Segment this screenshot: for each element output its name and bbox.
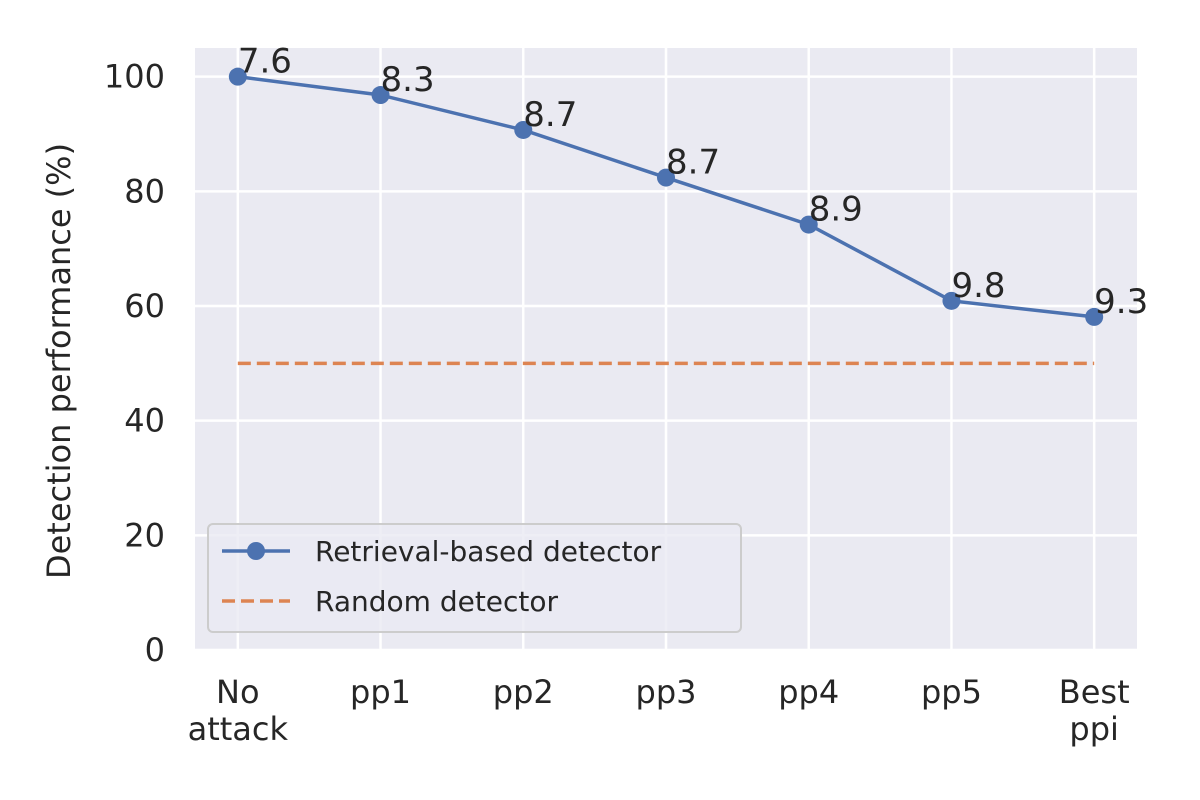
- data-point: [514, 120, 533, 139]
- data-label: 8.9: [809, 190, 863, 230]
- data-point: [942, 291, 961, 310]
- legend-label-random: Random detector: [315, 585, 559, 618]
- x-tick-label: pp5: [921, 673, 982, 711]
- data-label: 7.6: [238, 42, 292, 82]
- data-label: 9.8: [951, 266, 1005, 306]
- data-point: [657, 168, 675, 187]
- data-point: [799, 215, 818, 234]
- y-axis-label: Detection performance (%): [40, 143, 78, 579]
- x-tick-label: pp4: [778, 673, 839, 711]
- data-label: 8.3: [381, 60, 435, 100]
- x-tick-label: No: [216, 673, 260, 711]
- x-tick-label: ppi: [1069, 710, 1119, 748]
- data-label: 8.7: [523, 95, 577, 135]
- y-tick-label: 20: [124, 516, 165, 554]
- y-tick-label: 80: [124, 172, 165, 210]
- x-tick-label: pp2: [493, 673, 554, 711]
- y-tick-label: 100: [104, 58, 165, 96]
- data-point: [371, 86, 390, 105]
- y-tick-label: 60: [124, 287, 165, 325]
- data-label: 8.7: [666, 143, 720, 183]
- data-point: [1085, 307, 1104, 326]
- legend: [207, 523, 742, 633]
- data-label: 9.3: [1094, 282, 1148, 322]
- legend-marker-retrieval: [247, 542, 265, 560]
- data-point: [228, 67, 247, 86]
- x-tick-label: pp1: [350, 673, 411, 711]
- x-tick-label: attack: [188, 710, 289, 748]
- y-tick-label: 40: [124, 402, 165, 440]
- legend-label-retrieval: Retrieval-based detector: [315, 535, 662, 568]
- y-tick-label: 0: [145, 631, 165, 669]
- x-tick-label: pp3: [636, 673, 697, 711]
- x-tick-label: Best: [1059, 673, 1130, 711]
